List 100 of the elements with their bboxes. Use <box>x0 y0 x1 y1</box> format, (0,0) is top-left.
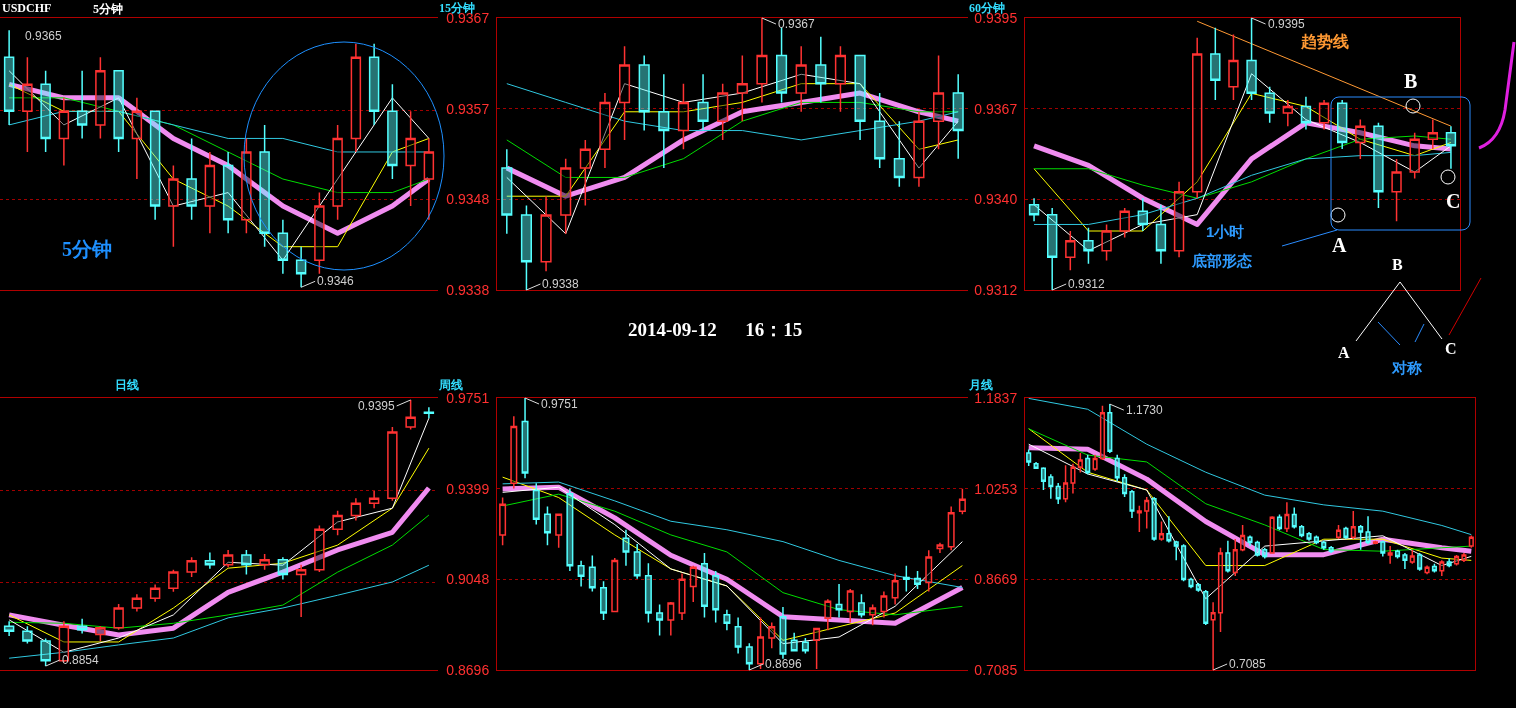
candlestick <box>22 56 33 153</box>
chart-subtitle: 5分钟 <box>93 2 123 17</box>
candlestick <box>350 497 362 522</box>
candlestick <box>1092 454 1098 472</box>
candlestick <box>1284 501 1290 533</box>
candlestick <box>1409 548 1415 565</box>
candlestick <box>543 505 551 546</box>
candlestick <box>1247 534 1253 547</box>
annotation: 5分钟 <box>62 238 112 260</box>
candlestick <box>644 562 652 624</box>
candlestick <box>874 92 886 169</box>
annotation: A <box>1332 234 1347 256</box>
candlestick <box>131 593 143 613</box>
candlestick <box>1380 540 1386 558</box>
candlestick <box>1246 18 1257 101</box>
candlestick <box>1328 545 1334 554</box>
candlestick <box>1228 33 1239 101</box>
candlestick <box>149 110 161 221</box>
candlestick <box>689 565 697 603</box>
candlestick <box>241 549 252 576</box>
candlestick <box>717 82 729 141</box>
candlestick <box>1151 496 1157 542</box>
series-label: 趋势线 <box>1300 33 1349 50</box>
candlestick <box>1155 204 1167 265</box>
candlestick <box>1254 540 1260 558</box>
candlestick <box>1173 540 1179 561</box>
candlestick <box>633 543 641 580</box>
y-tick-label: 0.7085 <box>974 661 1018 678</box>
candlestick <box>1439 559 1445 577</box>
y-tick-label: 0.9340 <box>974 191 1018 208</box>
line-series <box>1028 398 1472 536</box>
candlestick <box>1210 27 1221 101</box>
candlestick <box>952 73 964 160</box>
candlestick <box>813 626 821 670</box>
annotation: 1小时 <box>1206 223 1245 241</box>
candlestick <box>1119 207 1130 239</box>
chart-title: 月线 <box>969 378 993 393</box>
candlestick <box>1192 36 1203 199</box>
candlestick <box>1282 99 1293 127</box>
candlestick <box>499 496 507 546</box>
candlestick <box>933 54 945 151</box>
candlestick <box>204 151 216 234</box>
candlestick <box>1136 504 1142 533</box>
candlestick <box>1048 473 1054 500</box>
y-tick-label: 0.9357 <box>446 100 490 117</box>
candlestick <box>611 557 619 613</box>
candlestick <box>756 18 768 104</box>
candlestick <box>1122 473 1128 498</box>
candlestick <box>1217 547 1224 633</box>
candlestick <box>667 601 675 637</box>
candlestick <box>405 399 416 431</box>
chart-title: 周线 <box>439 378 463 393</box>
candlestick <box>1026 448 1032 467</box>
candlestick <box>40 70 51 153</box>
candlestick <box>1188 576 1194 589</box>
candlestick <box>656 603 664 637</box>
candlestick <box>1373 122 1384 209</box>
candlestick <box>1337 99 1348 150</box>
candlestick <box>776 26 788 104</box>
candlestick <box>700 552 708 619</box>
candlestick <box>734 616 742 655</box>
candlestick <box>3 620 15 637</box>
candlestick <box>824 598 832 632</box>
candlestick <box>368 42 380 126</box>
candlestick <box>566 487 574 572</box>
annotation: 0.8854 <box>62 653 100 667</box>
candlestick <box>3 29 15 126</box>
candlestick <box>1306 531 1312 542</box>
candlestick <box>58 97 70 167</box>
candlestick <box>1210 601 1216 670</box>
candlestick <box>712 570 720 624</box>
candlestick <box>95 625 106 642</box>
candlestick <box>1402 552 1408 570</box>
y-tick-label: 0.9367 <box>974 100 1018 117</box>
candlestick <box>801 637 809 655</box>
candlestick <box>1321 540 1327 551</box>
candlestick <box>857 593 865 619</box>
candlestick <box>149 583 161 603</box>
candlestick <box>387 426 398 502</box>
candlestick <box>501 148 513 235</box>
candlestick <box>510 415 518 490</box>
candlestick <box>168 164 179 248</box>
candlestick <box>76 70 88 140</box>
candlestick <box>913 111 925 188</box>
candlestick <box>768 621 776 650</box>
candlestick <box>222 549 234 568</box>
candlestick <box>1129 489 1135 519</box>
y-tick-label: 0.8669 <box>974 571 1018 588</box>
text: A <box>1338 344 1350 362</box>
chart-title: 日线 <box>115 378 139 393</box>
candlestick <box>1355 118 1366 160</box>
candlestick <box>600 580 608 621</box>
candlestick <box>678 572 686 621</box>
candlestick <box>697 73 709 132</box>
candlestick <box>1343 526 1349 540</box>
candlestick <box>540 195 552 272</box>
candlestick <box>1300 95 1312 131</box>
candlestick <box>880 590 888 619</box>
candlestick <box>1137 197 1148 232</box>
candlestick <box>1468 534 1474 549</box>
